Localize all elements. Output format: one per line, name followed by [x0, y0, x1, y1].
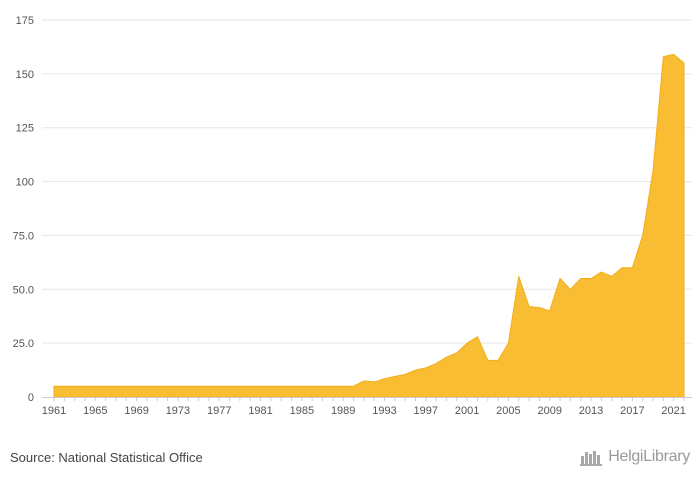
x-tick-label: 2001 — [455, 405, 479, 417]
brand-name: HelgiLibrary — [608, 448, 690, 465]
y-tick-label: 150 — [16, 69, 34, 81]
area-series — [53, 53, 685, 398]
x-tick-label: 1973 — [166, 405, 190, 417]
y-tick-label: 75.0 — [13, 230, 34, 242]
x-tick-label: 2013 — [579, 405, 603, 417]
x-tick-label: 1981 — [248, 405, 272, 417]
x-tick-label: 1961 — [42, 405, 66, 417]
x-tick-label: 2005 — [496, 405, 520, 417]
y-tick-label: 125 — [16, 123, 34, 135]
source-note: Source: National Statistical Office — [10, 450, 203, 465]
grid-lines — [42, 19, 692, 344]
x-axis — [42, 397, 692, 401]
x-tick-label: 1965 — [83, 405, 107, 417]
x-tick-label: 1977 — [207, 405, 231, 417]
y-tick-label: 25.0 — [13, 338, 34, 350]
area-fill — [53, 53, 685, 398]
x-tick-label: 2021 — [661, 405, 685, 417]
y-tick-label: 50.0 — [13, 284, 34, 296]
x-tick-label: 2017 — [620, 405, 644, 417]
x-tick-label: 1969 — [124, 405, 148, 417]
brand-logo: HelgiLibrary — [580, 448, 690, 466]
x-tick-label: 1997 — [414, 405, 438, 417]
y-tick-label: 0 — [28, 392, 34, 404]
x-axis-labels: 1961 1965 1969 1973 1977 1981 1985 1989 1993 1997… — [42, 405, 686, 417]
x-tick-label: 1985 — [290, 405, 314, 417]
y-tick-label: 100 — [16, 177, 34, 189]
x-tick-label: 2009 — [537, 405, 561, 417]
x-tick-label: 1989 — [331, 405, 355, 417]
x-tick-label: 1993 — [372, 405, 396, 417]
y-axis: 0 25.0 50.0 75.0 100 125 150 175 — [13, 15, 34, 404]
library-icon — [580, 448, 604, 466]
y-tick-label: 175 — [16, 15, 34, 27]
